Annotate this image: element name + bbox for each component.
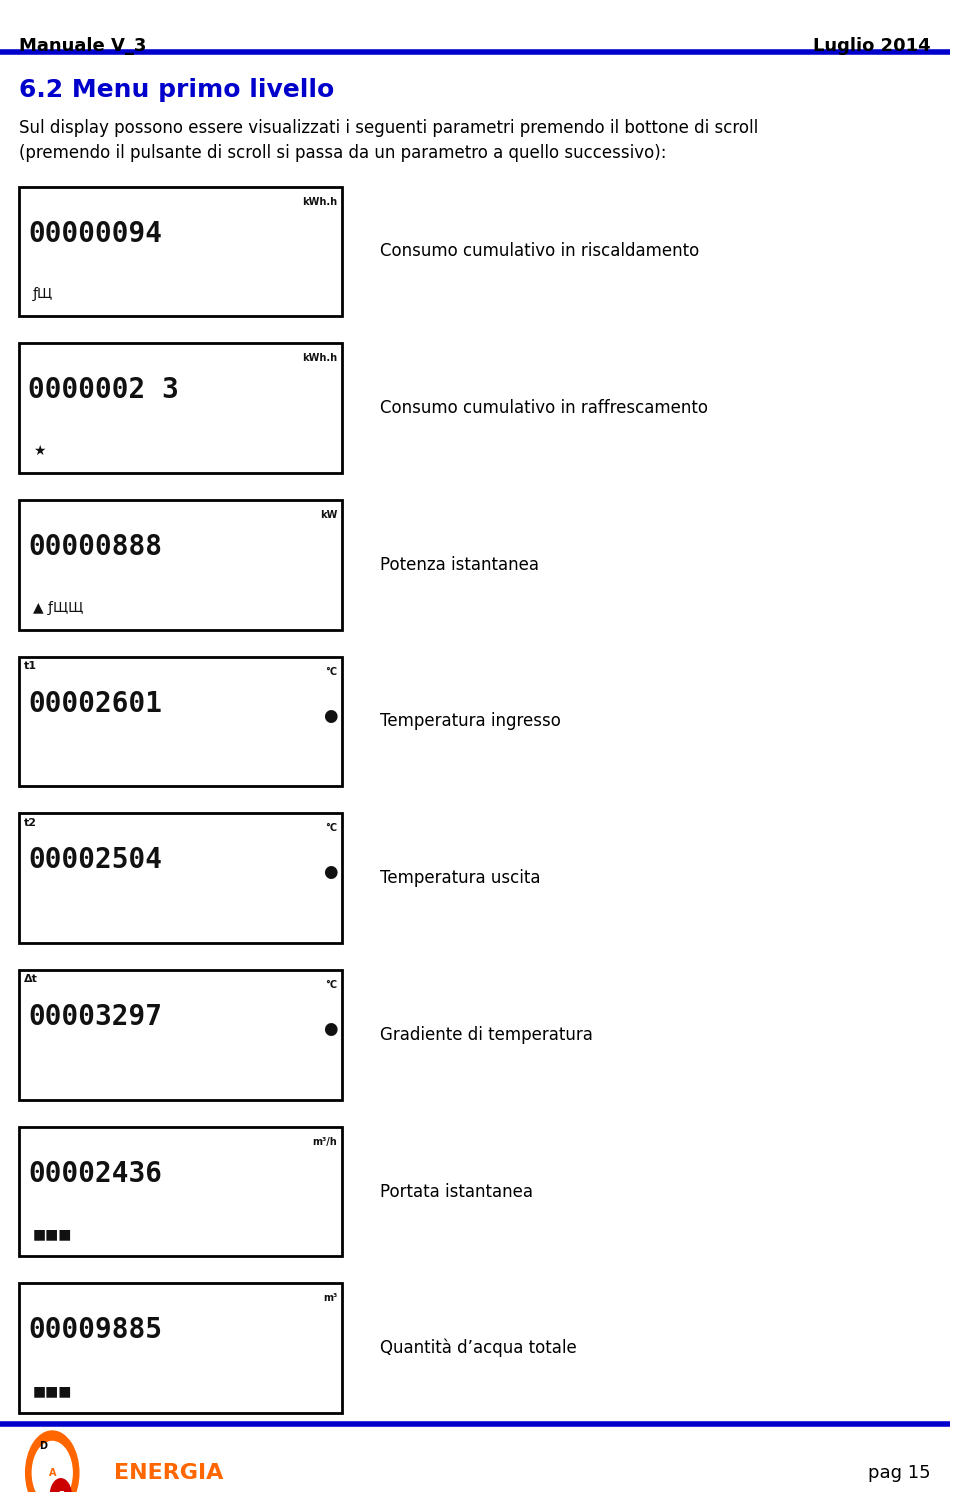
Text: 00000094: 00000094 — [29, 219, 162, 247]
Text: t1: t1 — [24, 661, 36, 672]
Text: Portata istantanea: Portata istantanea — [380, 1183, 533, 1201]
Text: ▲ ƒЩЩ: ▲ ƒЩЩ — [34, 601, 84, 615]
Circle shape — [26, 1432, 79, 1499]
Text: ƒЩ: ƒЩ — [34, 288, 54, 301]
Text: Temperatura uscita: Temperatura uscita — [380, 869, 540, 887]
Text: 00009885: 00009885 — [29, 1316, 162, 1345]
Text: 00002504: 00002504 — [29, 847, 162, 874]
Text: 00002601: 00002601 — [29, 690, 162, 718]
Text: m³/h: m³/h — [312, 1136, 337, 1147]
Text: ●: ● — [323, 863, 337, 881]
Text: ●: ● — [323, 1019, 337, 1037]
Text: Consumo cumulativo in riscaldamento: Consumo cumulativo in riscaldamento — [380, 243, 699, 261]
Text: kWh.h: kWh.h — [302, 354, 337, 363]
Text: Consumo cumulativo in raffrescamento: Consumo cumulativo in raffrescamento — [380, 399, 708, 417]
Text: 00002436: 00002436 — [29, 1160, 162, 1187]
Circle shape — [50, 1478, 71, 1499]
Text: pag 15: pag 15 — [868, 1465, 931, 1483]
Circle shape — [33, 1442, 72, 1499]
Text: Gradiente di temperatura: Gradiente di temperatura — [380, 1025, 593, 1043]
Text: Temperatura ingresso: Temperatura ingresso — [380, 712, 561, 730]
Text: 00003297: 00003297 — [29, 1003, 162, 1031]
FancyBboxPatch shape — [19, 499, 342, 630]
Text: ENERGIA: ENERGIA — [114, 1463, 224, 1483]
Text: ●: ● — [323, 706, 337, 724]
Text: 00000888: 00000888 — [29, 532, 162, 561]
FancyBboxPatch shape — [19, 1127, 342, 1256]
FancyBboxPatch shape — [19, 1283, 342, 1414]
Text: E: E — [58, 1490, 63, 1499]
FancyBboxPatch shape — [19, 657, 342, 787]
Text: kW: kW — [320, 510, 337, 520]
Text: D: D — [38, 1441, 47, 1451]
FancyBboxPatch shape — [19, 186, 342, 316]
Text: t2: t2 — [24, 818, 36, 827]
Text: 6.2 Menu primo livello: 6.2 Menu primo livello — [19, 78, 334, 102]
Text: Δt: Δt — [24, 974, 37, 985]
Text: Potenza istantanea: Potenza istantanea — [380, 556, 539, 574]
Text: ★: ★ — [34, 444, 46, 459]
Text: Quantità d’acqua totale: Quantità d’acqua totale — [380, 1339, 577, 1358]
Text: Manuale V_3: Manuale V_3 — [19, 37, 146, 55]
Text: A: A — [49, 1468, 56, 1478]
Text: °C: °C — [325, 980, 337, 989]
Text: 0000002 3: 0000002 3 — [29, 376, 180, 405]
FancyBboxPatch shape — [19, 970, 342, 1100]
Text: °C: °C — [325, 823, 337, 833]
FancyBboxPatch shape — [19, 343, 342, 474]
Text: Sul display possono essere visualizzati i seguenti parametri premendo il bottone: Sul display possono essere visualizzati … — [19, 120, 758, 162]
Text: m³: m³ — [323, 1294, 337, 1304]
Text: Luglio 2014: Luglio 2014 — [813, 37, 931, 55]
FancyBboxPatch shape — [19, 814, 342, 943]
Text: ■■■: ■■■ — [34, 1384, 73, 1399]
Text: °C: °C — [325, 667, 337, 676]
Text: kWh.h: kWh.h — [302, 196, 337, 207]
Text: ■■■: ■■■ — [34, 1228, 73, 1241]
